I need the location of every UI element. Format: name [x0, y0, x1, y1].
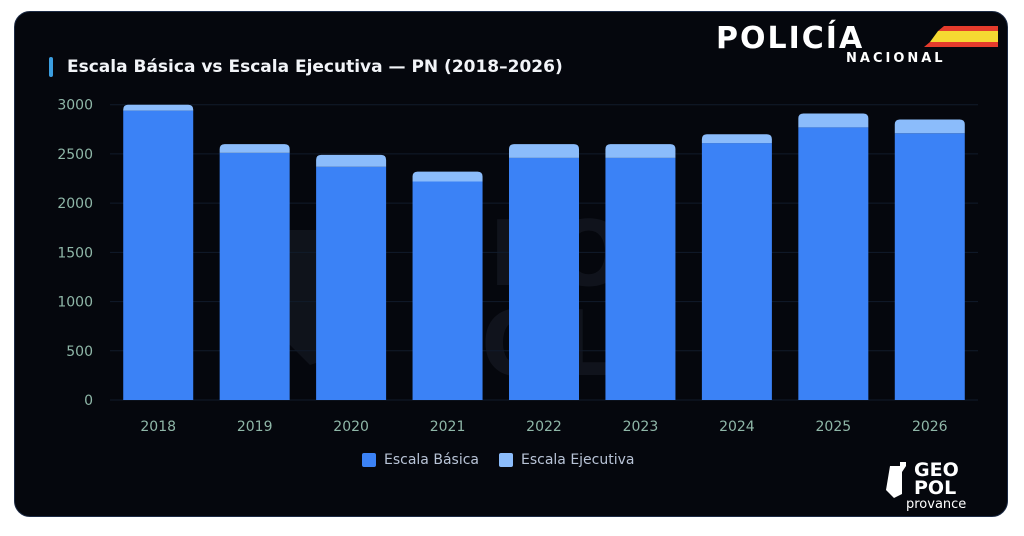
- legend-label-basica: Escala Básica: [384, 452, 479, 468]
- y-tick-label: 0: [84, 393, 93, 409]
- y-tick-label: 3000: [57, 98, 93, 114]
- legend: Escala Básica Escala Ejecutiva: [362, 452, 654, 468]
- bar-basica: [219, 152, 290, 400]
- legend-label-ejecutiva: Escala Ejecutiva: [520, 452, 635, 468]
- y-tick-label: 2500: [57, 147, 93, 163]
- bar-basica: [316, 166, 387, 400]
- x-tick-label: 2020: [333, 419, 369, 435]
- x-tick-label: 2019: [237, 419, 273, 435]
- bar-basica: [894, 133, 965, 400]
- bar-ejecutiva: [605, 144, 676, 158]
- x-tick-label: 2018: [140, 419, 176, 435]
- geopol-emblem-icon: [886, 462, 906, 498]
- spain-flag-icon: [924, 26, 998, 47]
- bar-ejecutiva: [412, 171, 483, 182]
- bar-basica: [509, 157, 579, 400]
- x-tick-label: 2021: [430, 419, 466, 435]
- y-tick-label: 500: [66, 344, 93, 360]
- y-tick-label: 1000: [57, 295, 93, 311]
- x-tick-label: 2024: [719, 419, 755, 435]
- x-tick-label: 2025: [816, 419, 852, 435]
- geopol-pol-text: POL: [914, 477, 956, 499]
- bar-basica: [123, 110, 194, 400]
- bar-basica: [701, 143, 772, 401]
- geopol-provance-text: provance: [906, 497, 966, 512]
- logo-nacional-text: NACIONAL: [846, 51, 946, 64]
- y-tick-label: 2000: [57, 196, 93, 212]
- bar-basica: [605, 157, 676, 400]
- legend-swatch-ejecutiva: [498, 453, 513, 467]
- bar-ejecutiva: [316, 154, 387, 167]
- chart-title: Escala Básica vs Escala Ejecutiva — PN (…: [67, 57, 563, 77]
- bar-basica: [412, 181, 483, 400]
- bar-ejecutiva: [219, 144, 290, 153]
- legend-item-basica[interactable]: Escala Básica: [362, 452, 479, 468]
- title-accent: [49, 57, 53, 77]
- legend-item-ejecutiva[interactable]: Escala Ejecutiva: [498, 452, 635, 468]
- x-tick-label: 2026: [912, 419, 948, 435]
- bar-ejecutiva: [798, 113, 869, 128]
- x-tick-label: 2022: [526, 419, 562, 435]
- geopol-logo: GEO POL provance: [886, 459, 966, 512]
- logo-policia-text: POLICÍA: [716, 20, 864, 56]
- geopol-geo-text: GEO: [914, 459, 959, 481]
- chart-title-wrap: Escala Básica vs Escala Ejecutiva — PN (…: [49, 57, 563, 77]
- bar-basica: [798, 127, 869, 401]
- bar-ejecutiva: [701, 134, 772, 144]
- bar-ejecutiva: [509, 144, 579, 158]
- bar-ejecutiva: [894, 119, 965, 134]
- bar-ejecutiva: [123, 104, 194, 111]
- y-tick-label: 1500: [57, 245, 93, 261]
- policia-nacional-logo: POLICÍA NACIONAL: [716, 20, 998, 64]
- x-tick-label: 2023: [623, 419, 659, 435]
- legend-swatch-basica: [362, 453, 376, 467]
